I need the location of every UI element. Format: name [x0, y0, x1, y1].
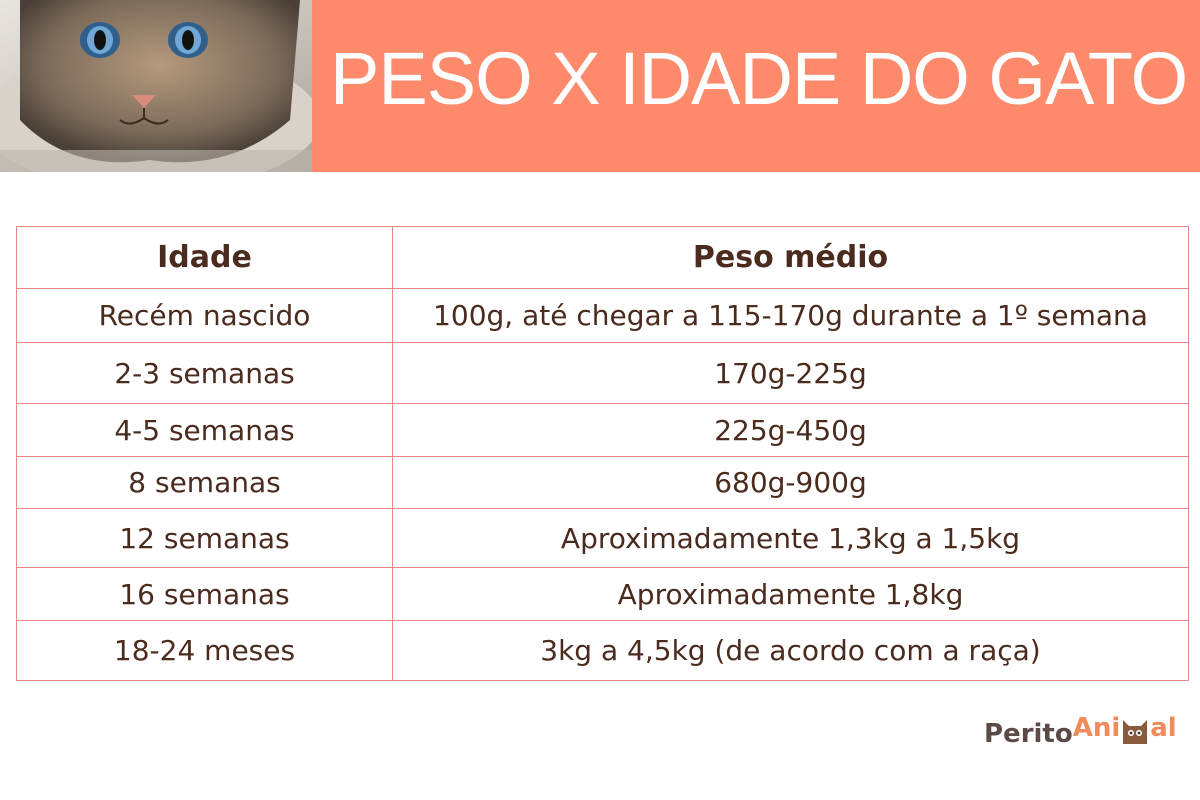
header-cell: Peso médio [392, 226, 1189, 289]
weight-table: Idade Peso médio Recém nascido 100g, até ch… [16, 226, 1189, 681]
table-cell: 170g-225g [392, 342, 1189, 404]
table-cell: 100g, até chegar a 115-170g durante a 1º… [392, 288, 1189, 343]
table-row: 2-3 semanas 170g-225g [16, 342, 1189, 404]
table-row: 16 semanas Aproximadamente 1,8kg [16, 567, 1189, 621]
header-cell: Idade [16, 226, 393, 289]
table-cell: Aproximadamente 1,8kg [392, 567, 1189, 621]
table-cell: 3kg a 4,5kg (de acordo com a raça) [392, 620, 1189, 681]
table-row: 18-24 meses 3kg a 4,5kg (de acordo com a … [16, 620, 1189, 681]
cat-photo [0, 0, 312, 172]
table-row: 4-5 semanas 225g-450g [16, 403, 1189, 457]
table-cell: Recém nascido [16, 288, 393, 343]
page-title: PESO X IDADE DO GATO [330, 37, 1188, 120]
table-cell: 2-3 semanas [16, 342, 393, 404]
title-banner: PESO X IDADE DO GATO [312, 0, 1200, 172]
logo-text: Perito [984, 719, 1073, 749]
table-row: 12 semanas Aproximadamente 1,3kg a 1,5kg [16, 508, 1189, 568]
table-cell: 18-24 meses [16, 620, 393, 681]
logo: Perito Ani al [984, 713, 1177, 750]
logo-text: al [1150, 713, 1177, 743]
table-row: Recém nascido 100g, até chegar a 115-170g… [16, 288, 1189, 343]
table-cell: 16 semanas [16, 567, 393, 621]
logo-cat-icon [1123, 720, 1148, 744]
table-cell: 4-5 semanas [16, 403, 393, 457]
table-cell: 225g-450g [392, 403, 1189, 457]
logo-text: Ani [1072, 713, 1121, 743]
table-cell: Aproximadamente 1,3kg a 1,5kg [392, 508, 1189, 568]
table-cell: 8 semanas [16, 456, 393, 509]
header-row: Idade Peso médio [16, 226, 1189, 289]
table-cell: 12 semanas [16, 508, 393, 568]
table-cell: 680g-900g [392, 456, 1189, 509]
table-row: 8 semanas 680g-900g [16, 456, 1189, 509]
